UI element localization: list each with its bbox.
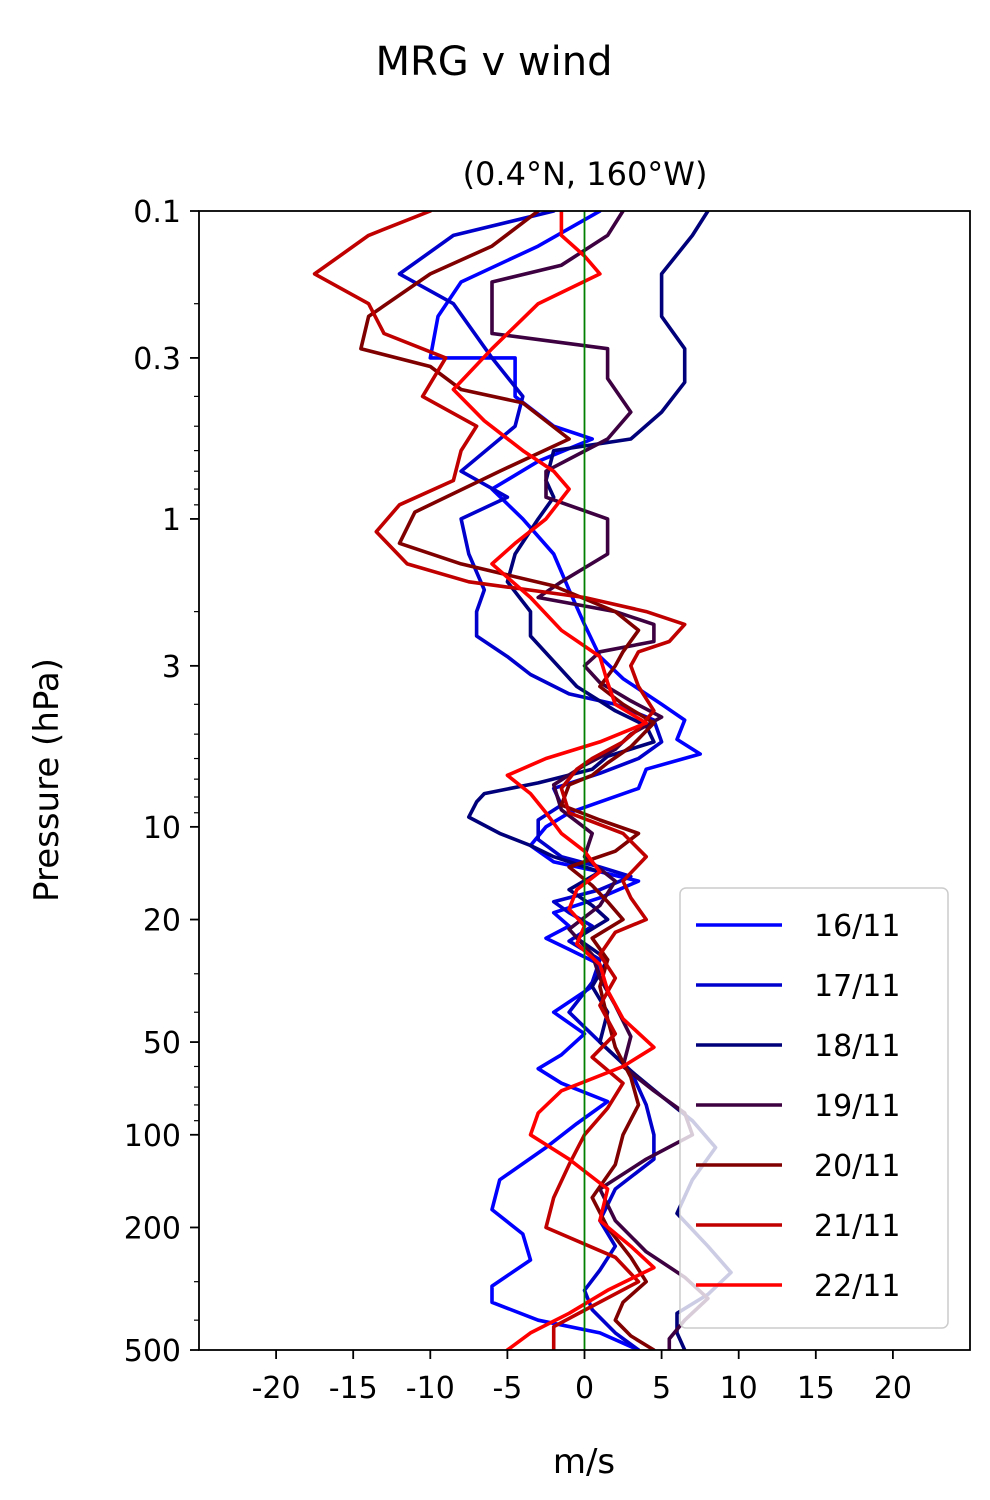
series-line-16-11 — [428, 211, 702, 1350]
legend-frame — [679, 887, 949, 1329]
x-tick-labels: -20 -15 -10 -5 0 5 10 15 20 — [252, 1371, 912, 1406]
y-tick-label: 20 — [143, 904, 181, 939]
y-tick-label: 1 — [162, 503, 181, 538]
x-tick-label: 0 — [575, 1371, 594, 1406]
x-tick-label: -10 — [406, 1371, 455, 1406]
legend-label: 21/11 — [814, 1209, 900, 1244]
y-tick-label: 200 — [124, 1211, 181, 1246]
x-tick-label: -20 — [252, 1371, 301, 1406]
x-axis-label: m/s — [553, 1442, 615, 1482]
y-tick-label: 500 — [124, 1334, 181, 1369]
legend: 16/11 17/11 18/11 19/11 20/11 21/11 22/11 — [679, 887, 949, 1329]
x-tick-label: 20 — [874, 1371, 912, 1406]
legend-label: 16/11 — [814, 909, 900, 944]
y-tick-labels: 0.1 0.3 1 3 10 20 50 100 200 500 — [124, 195, 181, 1369]
y-tick-label: 100 — [124, 1119, 181, 1154]
x-tick-label: 10 — [720, 1371, 758, 1406]
y-tick-label: 3 — [162, 650, 181, 685]
series-line-22-11 — [451, 211, 656, 1350]
legend-label: 20/11 — [814, 1149, 900, 1184]
x-tick-label: 5 — [652, 1371, 671, 1406]
figure-suptitle: MRG v wind — [376, 39, 613, 85]
legend-label: 22/11 — [814, 1269, 900, 1304]
y-tick-label: 10 — [143, 811, 181, 846]
y-tick-label: 0.3 — [133, 342, 181, 377]
x-tick-label: 15 — [797, 1371, 835, 1406]
legend-label: 18/11 — [814, 1029, 900, 1064]
y-axis-label: Pressure (hPa) — [27, 658, 67, 902]
plot-frame — [198, 210, 971, 1351]
y-tick-label: 50 — [143, 1026, 181, 1061]
series-line-19-11 — [490, 211, 710, 1350]
chart-title: (0.4°N, 160°W) — [463, 155, 708, 193]
legend-label: 17/11 — [814, 969, 900, 1004]
x-tick-label: -15 — [329, 1371, 378, 1406]
x-tick-label: -5 — [492, 1371, 522, 1406]
legend-label: 19/11 — [814, 1089, 900, 1124]
y-tick-label: 0.1 — [133, 195, 181, 230]
